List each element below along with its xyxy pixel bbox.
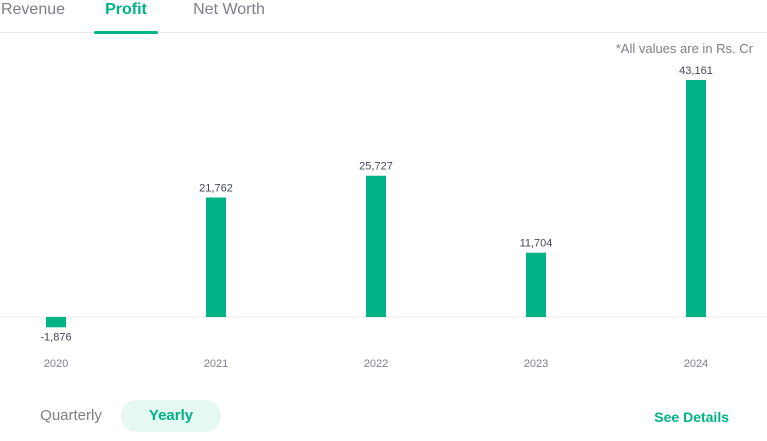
x-tick-2020: 2020: [44, 358, 68, 370]
data-label-2023: 11,704: [520, 238, 553, 250]
x-tick-2023: 2023: [524, 358, 548, 370]
yearly-toggle[interactable]: Yearly: [121, 400, 221, 432]
tab-bar: Revenue Profit Net Worth: [0, 0, 767, 34]
bar-2021: [206, 197, 226, 317]
x-tick-2024: 2024: [684, 358, 708, 370]
tab-net-worth[interactable]: Net Worth: [190, 0, 268, 33]
data-label-2020: -1,876: [40, 331, 71, 343]
bar-2020: [46, 317, 66, 328]
quarterly-toggle[interactable]: Quarterly: [40, 407, 102, 424]
x-tick-2021: 2021: [204, 358, 228, 370]
units-note: *All values are in Rs. Cr: [615, 41, 753, 56]
bar-2023: [526, 252, 546, 317]
tab-net-worth-label: Net Worth: [193, 1, 265, 18]
data-label-2024: 43,161: [679, 65, 713, 77]
tab-revenue-label: Revenue: [0, 1, 66, 18]
see-details-link[interactable]: See Details: [654, 409, 729, 425]
tab-profit[interactable]: Profit: [94, 0, 158, 34]
bar-2024: [686, 80, 706, 317]
data-label-2021: 21,762: [199, 183, 233, 195]
profit-bar-chart: -1,876 2020 21,762 2021 25,727 2022 11,704 2023…: [0, 65, 767, 370]
tab-revenue[interactable]: Revenue: [0, 0, 66, 33]
tab-profit-label: Profit: [105, 1, 147, 18]
data-label-2022: 25,727: [359, 161, 393, 173]
bar-2022: [366, 175, 386, 317]
x-tick-2022: 2022: [364, 358, 388, 370]
